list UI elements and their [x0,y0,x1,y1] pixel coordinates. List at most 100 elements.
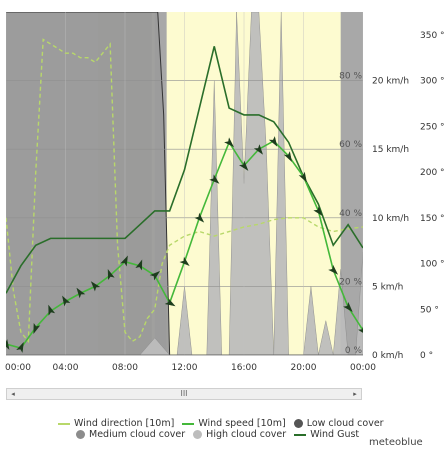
meteogram-chart: 0 % 20 % 40 % 60 % 80 % 0 km/h 5 km/h 10 km/h 15… [5,12,445,373]
time-tick-label: 20:00 [291,363,317,373]
wind-arrow [283,151,293,162]
wind-speed-tick-label: 0 km/h [372,351,403,361]
chart-scrollbar[interactable]: ◂ III ▸ [6,388,362,400]
wind-direction-tick-label: 300 ° [420,77,445,87]
arrow-head [48,304,56,316]
dashed-line-icon [58,422,70,425]
legend-item-wind-speed[interactable]: Wind speed [10m] [182,418,286,429]
arrow-head [239,160,249,171]
cloud-tick-label: 60 % [339,140,362,150]
arrow-head [343,301,353,313]
time-tick-label: 00:00 [350,363,376,373]
wind-direction-tick-label: 250 ° [420,122,445,132]
legend-label-wind-gust: Wind Gust [310,429,360,440]
scroll-left-button[interactable]: ◂ [11,390,15,398]
arrow-head [164,298,176,307]
arrow-head [313,205,323,217]
arrow-head [62,295,71,307]
wind-arrow [224,137,234,148]
wind-direction-tick-label: 50 ° [420,305,439,315]
wind-direction-line [6,38,363,344]
arrow-head [16,341,24,353]
wind-arrow [135,259,143,271]
arrow-head [90,281,101,292]
wind-arrow [33,322,41,334]
arrow-head [253,144,263,155]
arrow-head [283,151,293,162]
legend-label-wind-direction: Wind direction [10m] [74,418,175,429]
time-tick-label: 16:00 [231,363,257,373]
arrow-head [120,255,128,267]
wind-arrow [343,301,353,313]
wind-arrow [268,136,278,147]
wind-arrow [120,255,128,267]
arrow-head [268,136,278,147]
wind-speed-tick-label: 10 km/h [372,214,409,224]
wind-arrow [164,298,176,307]
dot-icon [193,430,203,439]
arrow-head [179,256,190,267]
legend-item-wind-direction[interactable]: Wind direction [10m] [58,418,174,429]
wind-arrow [239,160,249,171]
wind-direction-tick-label: 200 ° [420,168,445,178]
scroll-right-button[interactable]: ▸ [353,390,357,398]
wind-direction-tick-label: 350 ° [420,31,445,41]
time-tick-label: 08:00 [112,363,138,373]
legend-item-wind-gust[interactable]: Wind Gust [294,429,359,440]
cloud-tick-label: 20 % [339,277,362,287]
legend-row-2: Medium cloud cover High cloud cover Wind… [76,429,367,440]
wind-arrow [358,325,363,336]
wind-direction-tick-label: 0 ° [420,351,433,361]
wind-arrow [328,264,339,275]
wind-arrow [90,281,101,292]
arrow-head [76,287,86,299]
arrow-head [358,325,363,336]
wind-speed-tick-label: 15 km/h [372,145,409,155]
arrow-head [328,264,339,275]
wind-arrow [149,271,160,281]
line-icon [182,422,195,425]
cloud-tick-label: 0 % [345,346,363,356]
time-tick-label: 00:00 [5,363,31,373]
wind-arrow [298,171,307,183]
cloud-tick-label: 40 % [339,209,362,219]
legend-label-wind-speed: Wind speed [10m] [198,418,286,429]
cloud-tick-label: 80 % [339,72,362,82]
wind-arrow [179,256,190,267]
legend-item-high-cloud[interactable]: High cloud cover [193,429,286,440]
legend-row-1: Wind direction [10m] Wind speed [10m] Lo… [58,418,392,429]
medium-cloud-area [6,12,363,355]
wind-speed-tick-label: 20 km/h [372,77,409,87]
time-tick-label: 12:00 [172,363,198,373]
wind-arrow [194,212,205,223]
wind-direction-tick-label: 100 ° [420,260,445,270]
arrow-head [298,171,307,183]
wind-arrow [62,295,71,307]
arrow-head [224,137,234,148]
wind-arrow [6,339,10,350]
arrow-head [149,271,160,281]
wind-arrow [16,341,24,353]
time-tick-label: 04:00 [53,363,79,373]
legend-label-high-cloud: High cloud cover [206,429,287,440]
wind-direction-tick-label: 150 ° [420,214,445,224]
legend-label-low-cloud: Low cloud cover [306,418,384,429]
scroll-grip[interactable]: III [180,389,188,398]
wind-arrow [48,304,56,316]
arrow-head [135,259,143,271]
wind-arrow [313,205,323,217]
arrow-head [33,322,41,334]
wind-arrow [253,144,263,155]
legend-label-medium-cloud: Medium cloud cover [89,429,186,440]
arrow-head [209,174,220,184]
legend-item-medium-cloud[interactable]: Medium cloud cover [76,429,185,440]
legend-item-low-cloud[interactable]: Low cloud cover [293,418,384,429]
dot-icon [76,430,85,439]
arrow-head [107,269,115,281]
wind-arrow [209,174,220,184]
wind-speed-tick-label: 5 km/h [372,282,403,292]
arrow-head [194,212,205,223]
dot-icon [293,419,303,428]
arrow-head [6,339,10,350]
credit-text: meteoblue [369,437,423,448]
